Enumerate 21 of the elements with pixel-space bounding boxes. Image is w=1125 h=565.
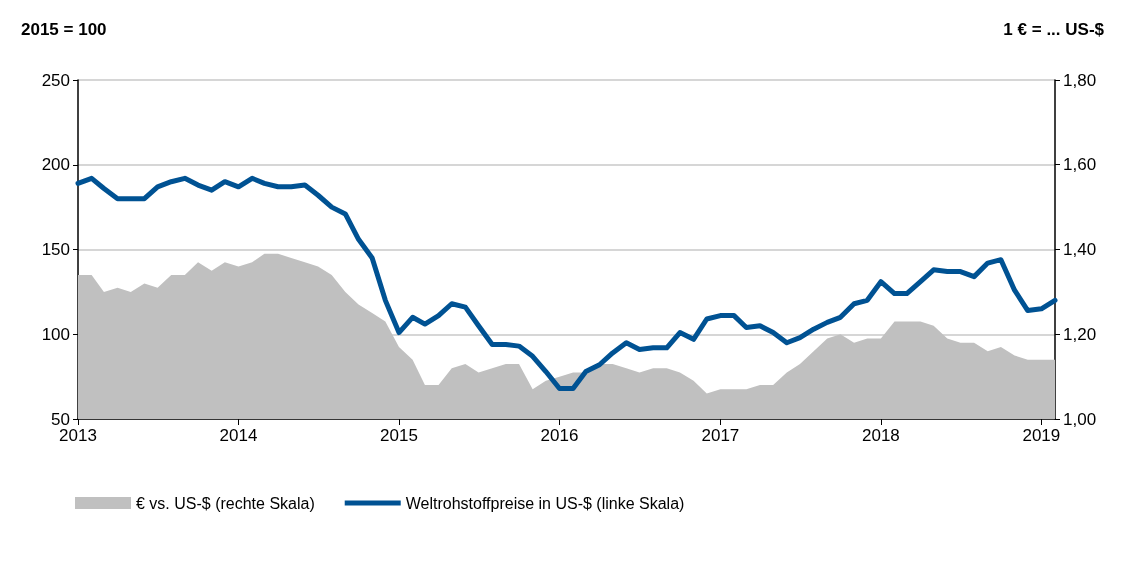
y2-tick-label: 1,00 bbox=[1063, 409, 1097, 429]
y-tick-label: 150 bbox=[41, 240, 70, 259]
y2-tick-label: 1,20 bbox=[1063, 324, 1097, 344]
y2-tick-label: 1,40 bbox=[1063, 240, 1097, 259]
x-tick-label: 2015 bbox=[380, 426, 418, 445]
y-tick-label: 50 bbox=[51, 409, 70, 429]
x-tick-label: 2014 bbox=[219, 426, 258, 445]
y2-axis-title: 1 € = ... US-$ bbox=[1003, 20, 1105, 39]
x-tick-label: 2018 bbox=[861, 426, 900, 445]
y-tick-label: 200 bbox=[41, 155, 70, 175]
y-tick-label: 250 bbox=[41, 70, 70, 90]
x-tick-label: 2019 bbox=[1022, 426, 1061, 445]
x-tick-label: 2013 bbox=[59, 426, 97, 445]
x-tick-label: 2016 bbox=[540, 426, 579, 445]
y2-tick-label: 1,80 bbox=[1063, 70, 1097, 90]
y-axis-title: 2015 = 100 bbox=[21, 20, 107, 39]
x-tick-label: 2017 bbox=[701, 426, 740, 445]
y2-tick-label: 1,60 bbox=[1063, 155, 1097, 175]
legend-label: Weltrohstoffpreise in US-$ (linke Skala) bbox=[405, 494, 685, 512]
y-tick-label: 100 bbox=[41, 324, 70, 344]
legend-label: € vs. US-$ (rechte Skala) bbox=[136, 494, 315, 512]
